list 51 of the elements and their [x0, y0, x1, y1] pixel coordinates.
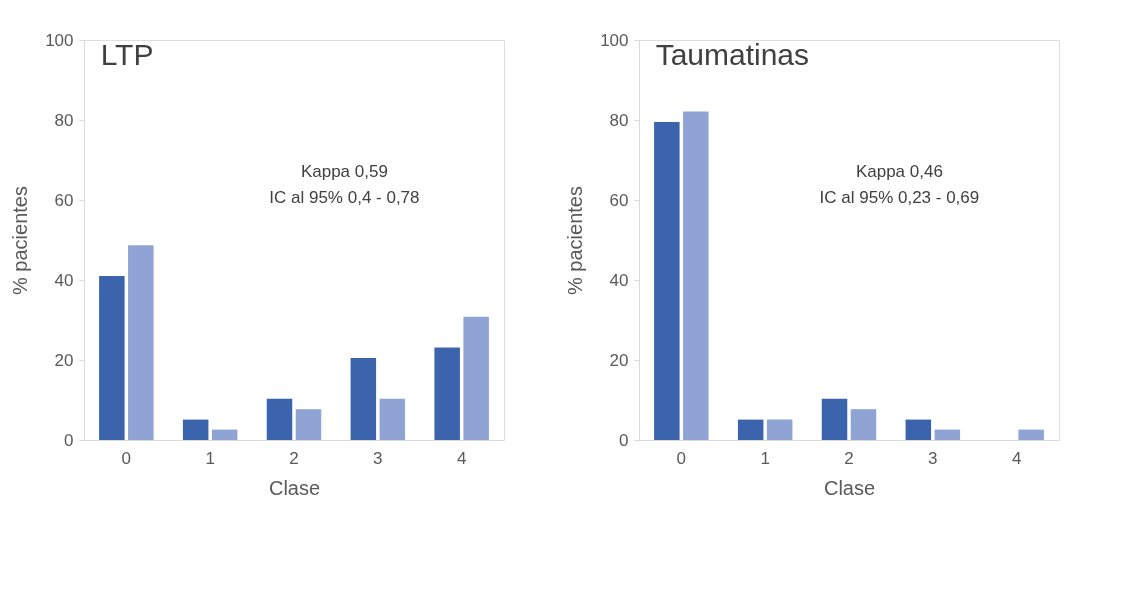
bar — [683, 111, 709, 440]
y-tick-label: 20 — [54, 350, 74, 370]
y-tick-label: 0 — [619, 430, 629, 450]
x-axis-title: Clase — [268, 476, 321, 499]
bar — [1018, 429, 1044, 440]
bar — [350, 358, 377, 440]
y-tick-label: 0 — [64, 430, 74, 450]
bar — [182, 419, 209, 440]
bar — [654, 122, 680, 440]
x-tick-label: 4 — [1011, 448, 1022, 468]
bar — [434, 347, 460, 440]
bar — [766, 419, 793, 440]
y-tick-label: 80 — [54, 110, 74, 130]
bar — [295, 409, 322, 440]
bar — [934, 429, 961, 440]
bar — [211, 429, 238, 440]
bar — [379, 398, 406, 440]
y-tick-label: 40 — [609, 270, 629, 290]
chart-title: Taumatinas — [655, 38, 810, 71]
x-tick-label: 3 — [373, 448, 383, 468]
x-tick-label: 3 — [928, 448, 938, 468]
bar — [99, 276, 125, 440]
y-axis-title: % pacientes — [9, 186, 32, 295]
annotation: IC al 95% 0,4 - 0,78 — [269, 188, 420, 207]
x-tick-label: 2 — [844, 448, 854, 468]
annotation: IC al 95% 0,23 - 0,69 — [819, 188, 980, 207]
annotation: Kappa 0,59 — [300, 162, 388, 181]
chart-title: LTP — [100, 38, 154, 71]
annotation: Kappa 0,46 — [855, 162, 943, 181]
y-tick-label: 20 — [609, 350, 629, 370]
bar — [266, 398, 293, 440]
y-tick-label: 100 — [600, 30, 629, 50]
bar — [850, 409, 877, 440]
x-tick-label: 4 — [456, 448, 467, 468]
x-tick-label: 0 — [676, 448, 687, 468]
x-tick-label: 2 — [289, 448, 299, 468]
bar — [905, 419, 932, 440]
x-axis-title: Clase — [823, 476, 876, 499]
bar — [463, 316, 489, 440]
y-tick-label: 80 — [609, 110, 629, 130]
x-tick-label: 0 — [121, 448, 132, 468]
bar — [821, 398, 848, 440]
y-tick-label: 60 — [609, 190, 629, 210]
y-tick-label: 60 — [54, 190, 74, 210]
x-tick-label: 1 — [205, 448, 215, 468]
y-axis-title: % pacientes — [564, 186, 587, 295]
bar — [128, 245, 154, 440]
y-tick-label: 100 — [45, 30, 74, 50]
x-tick-label: 1 — [760, 448, 770, 468]
bar — [737, 419, 764, 440]
y-tick-label: 40 — [54, 270, 74, 290]
